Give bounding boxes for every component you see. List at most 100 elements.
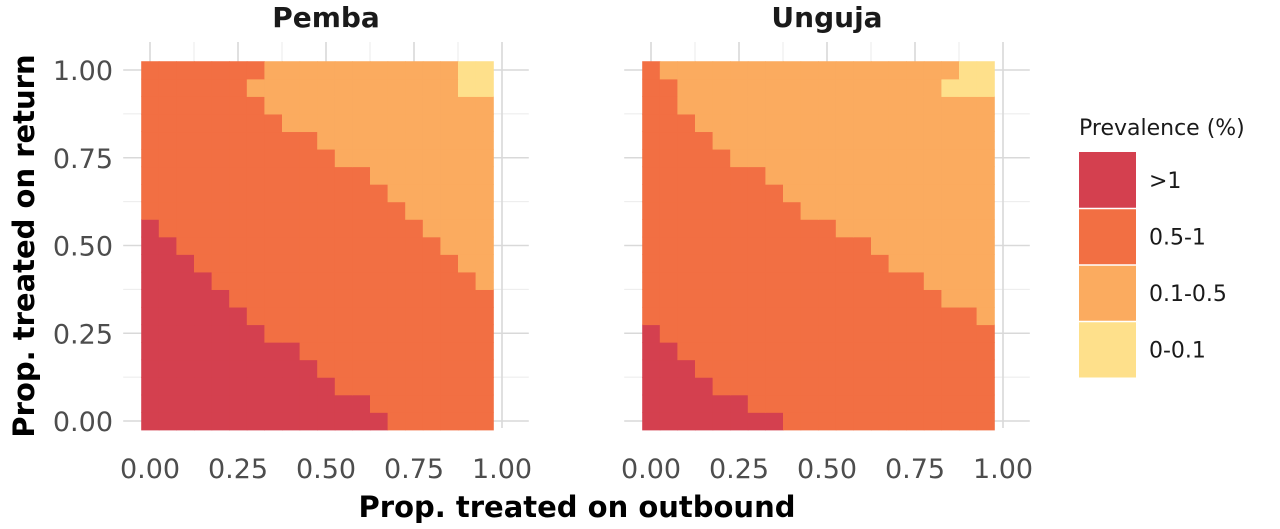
heatmap-tile xyxy=(158,148,177,168)
heatmap-tile xyxy=(923,78,942,97)
heatmap-tile xyxy=(352,113,371,133)
heatmap-tile xyxy=(299,271,318,290)
heatmap-tile xyxy=(422,324,441,343)
heatmap-tile xyxy=(747,306,766,326)
heatmap-tile xyxy=(906,148,925,168)
heatmap-tile xyxy=(176,236,195,255)
heatmap-tile xyxy=(765,201,784,220)
y-tick-label: 0.75 xyxy=(53,144,113,175)
heatmap-tile xyxy=(747,412,766,431)
heatmap-tile xyxy=(871,131,890,150)
heatmap-tile xyxy=(282,289,301,308)
heatmap-tile xyxy=(677,61,696,80)
heatmap-tile xyxy=(941,61,960,80)
heatmap-tile xyxy=(659,78,678,97)
heatmap-tile xyxy=(871,412,890,431)
heatmap-tile xyxy=(176,394,195,413)
heatmap-tile xyxy=(765,394,784,413)
heatmap-tile xyxy=(871,184,890,203)
heatmap-tile xyxy=(765,113,784,133)
heatmap-tile xyxy=(176,96,195,115)
heatmap-tile xyxy=(923,131,942,150)
heatmap-tile xyxy=(352,166,371,185)
heatmap-tile xyxy=(695,394,714,413)
heatmap-tile xyxy=(141,219,160,238)
heatmap-tile xyxy=(317,219,336,238)
heatmap-tile xyxy=(246,184,265,203)
heatmap-tile xyxy=(211,289,230,308)
heatmap-tile xyxy=(853,219,872,238)
heatmap-tile xyxy=(800,271,819,290)
heatmap-tile xyxy=(370,359,389,378)
heatmap-tile xyxy=(835,342,854,361)
heatmap-tile xyxy=(835,96,854,115)
heatmap-tile xyxy=(211,148,230,168)
heatmap-tile xyxy=(923,324,942,343)
heatmap-tile xyxy=(642,342,661,361)
heatmap-tile xyxy=(853,324,872,343)
heatmap-tile xyxy=(194,412,213,431)
heatmap-tile xyxy=(853,236,872,255)
heatmap-tile xyxy=(458,166,477,185)
heatmap-tile xyxy=(264,359,283,378)
heatmap-tile xyxy=(747,131,766,150)
heatmap-tile xyxy=(264,131,283,150)
heatmap-tile xyxy=(422,342,441,361)
heatmap-tile xyxy=(458,254,477,273)
heatmap-tile xyxy=(458,236,477,255)
heatmap-tile xyxy=(765,324,784,343)
heatmap-tile xyxy=(818,96,837,115)
heatmap-tile xyxy=(835,166,854,185)
heatmap-tile xyxy=(282,148,301,168)
heatmap-tile xyxy=(800,166,819,185)
heatmap-tile xyxy=(818,377,837,396)
heatmap-tile xyxy=(783,201,802,220)
heatmap-tile xyxy=(783,412,802,431)
panel-unguja-tiles xyxy=(642,61,995,431)
heatmap-tile xyxy=(888,394,907,413)
heatmap-tile xyxy=(387,96,406,115)
heatmap-tile xyxy=(976,166,995,185)
heatmap-tile xyxy=(211,377,230,396)
heatmap-tile xyxy=(176,184,195,203)
heatmap-tile xyxy=(264,148,283,168)
heatmap-tile xyxy=(712,184,731,203)
heatmap-tile xyxy=(458,113,477,133)
heatmap-tile xyxy=(158,78,177,97)
heatmap-tile xyxy=(440,377,459,396)
heatmap-tile xyxy=(352,184,371,203)
heatmap-tile xyxy=(659,113,678,133)
heatmap-tile xyxy=(730,359,749,378)
heatmap-tile xyxy=(695,236,714,255)
heatmap-tile xyxy=(387,306,406,326)
heatmap-tile xyxy=(659,377,678,396)
heatmap-tile xyxy=(282,184,301,203)
heatmap-tile xyxy=(370,61,389,80)
heatmap-tile xyxy=(176,377,195,396)
heatmap-tile xyxy=(888,219,907,238)
heatmap-tile xyxy=(229,96,248,115)
heatmap-tile xyxy=(387,219,406,238)
heatmap-tile xyxy=(246,61,265,80)
heatmap-tile xyxy=(747,394,766,413)
heatmap-tile xyxy=(211,219,230,238)
heatmap-tile xyxy=(695,271,714,290)
heatmap-tile xyxy=(176,131,195,150)
heatmap-tile xyxy=(352,324,371,343)
heatmap-tile xyxy=(871,289,890,308)
heatmap-tile xyxy=(923,271,942,290)
heatmap-tile xyxy=(334,219,353,238)
heatmap-tile xyxy=(370,289,389,308)
heatmap-tile xyxy=(783,113,802,133)
heatmap-tile xyxy=(246,166,265,185)
heatmap-tile xyxy=(677,394,696,413)
heatmap-tile xyxy=(282,78,301,97)
heatmap-tile xyxy=(370,166,389,185)
heatmap-tile xyxy=(387,61,406,80)
heatmap-tile xyxy=(246,113,265,133)
heatmap-tile xyxy=(352,254,371,273)
heatmap-tile xyxy=(888,113,907,133)
heatmap-tile xyxy=(246,412,265,431)
heatmap-tile xyxy=(835,412,854,431)
heatmap-tile xyxy=(229,289,248,308)
